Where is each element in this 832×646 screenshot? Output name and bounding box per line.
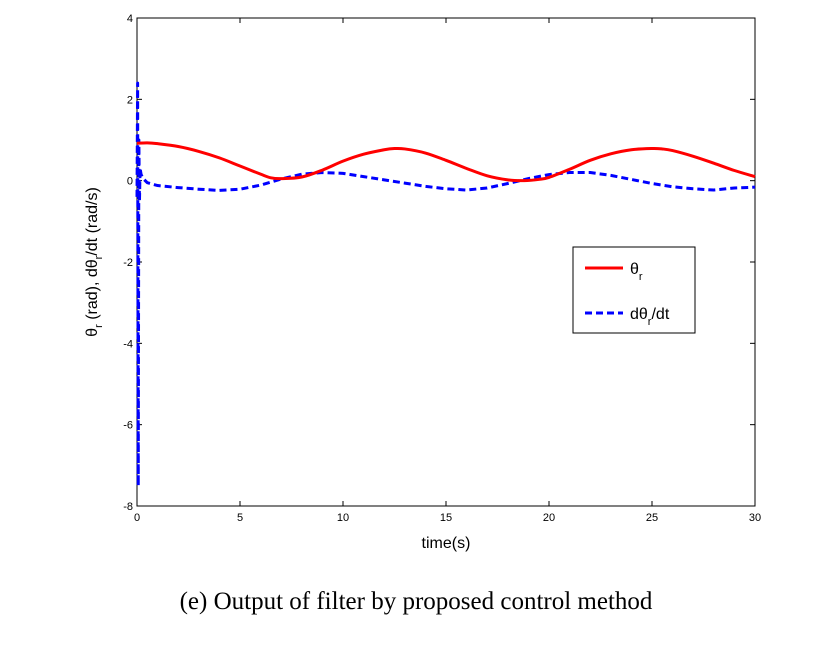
y-axis-title-theta: θ	[84, 328, 101, 337]
y-tick-label: -8	[123, 501, 133, 513]
x-tick-label: 25	[646, 512, 658, 524]
legend-box	[572, 246, 696, 334]
y-axis-title-suffix: /dt (rad/s)	[84, 187, 101, 255]
y-tick-label: -6	[123, 420, 133, 432]
legend: θr dθr/dt	[572, 246, 696, 334]
y-axis-title: θr (rad), dθr/dt (rad/s)	[84, 187, 105, 337]
y-tick-label: -2	[123, 257, 133, 269]
x-tick-label: 10	[337, 512, 349, 524]
x-tick-label: 30	[749, 512, 761, 524]
legend-label-dtheta-r-dt: dθr/dt	[630, 306, 670, 328]
y-axis-title-middle: (rad), dθ	[84, 259, 101, 324]
y-axis-title-sub-1: r	[93, 324, 105, 328]
y-tick-label: 4	[127, 13, 133, 25]
y-tick-label: 2	[127, 94, 133, 106]
x-tick-label: 5	[237, 512, 243, 524]
y-tick-label: 0	[127, 176, 133, 188]
legend-label-theta-r: θr	[630, 261, 643, 283]
figure-caption: (e) Output of filter by proposed control…	[179, 588, 653, 615]
series-line-dtheta-r-dt	[135, 81, 756, 488]
legend-label-dtheta-r-dt-suffix: /dt	[651, 306, 669, 323]
y-tick-label: -4	[123, 338, 133, 350]
legend-label-theta-r-main: θ	[630, 261, 639, 278]
legend-label-dtheta-r-dt-main: dθ	[630, 306, 648, 323]
x-tick-labels: 0 5 10 15 20 25 30	[134, 512, 761, 524]
x-axis-title: time(s)	[422, 535, 471, 552]
y-tick-labels: -8 -6 -4 -2 0 2 4	[123, 13, 133, 513]
series-layer	[135, 81, 756, 488]
series-line-theta-r	[136, 141, 756, 183]
legend-label-theta-r-sub: r	[639, 271, 643, 283]
x-tick-label: 20	[543, 512, 555, 524]
y-axis-title-sub-2: r	[93, 255, 105, 259]
legend-label-dtheta-r-dt-sub: r	[648, 316, 652, 328]
x-tick-label: 0	[134, 512, 140, 524]
x-tick-label: 15	[440, 512, 452, 524]
